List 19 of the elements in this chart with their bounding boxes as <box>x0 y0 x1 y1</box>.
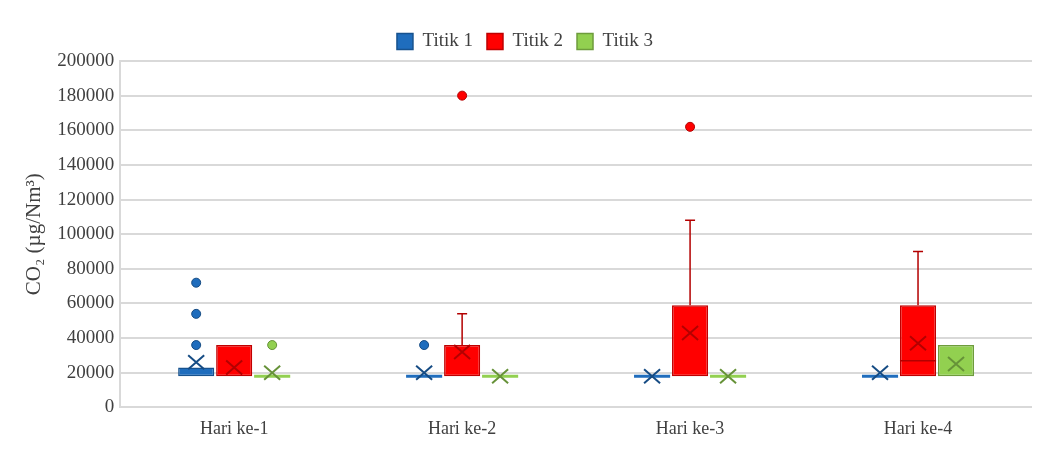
x-tick-label: Hari ke-2 <box>427 417 497 438</box>
x-tick-label: Hari ke-1 <box>199 417 269 438</box>
y-tick-label: 180000 <box>57 83 115 105</box>
legend-label: Titik 3 <box>602 29 654 51</box>
y-tick-label: 160000 <box>57 118 115 140</box>
y-tick-label: 40000 <box>66 326 115 348</box>
y-tick-label: 200000 <box>57 48 115 70</box>
legend-label: Titik 1 <box>422 29 473 51</box>
y-tick-label: 80000 <box>66 256 115 278</box>
x-tick-label: Hari ke-3 <box>655 417 725 438</box>
y-tick-label: 100000 <box>57 222 115 244</box>
y-tick-label: 120000 <box>57 187 115 209</box>
legend-label: Titik 2 <box>512 29 564 51</box>
x-tick-label: Hari ke-4 <box>883 417 953 438</box>
y-tick-label: 0 <box>104 395 115 417</box>
y-tick-label: 140000 <box>57 152 115 174</box>
y-axis-title: CO₂ (µg/Nm³) <box>21 173 46 296</box>
y-tick-label: 20000 <box>66 360 115 382</box>
y-tick-label: 60000 <box>66 291 115 313</box>
